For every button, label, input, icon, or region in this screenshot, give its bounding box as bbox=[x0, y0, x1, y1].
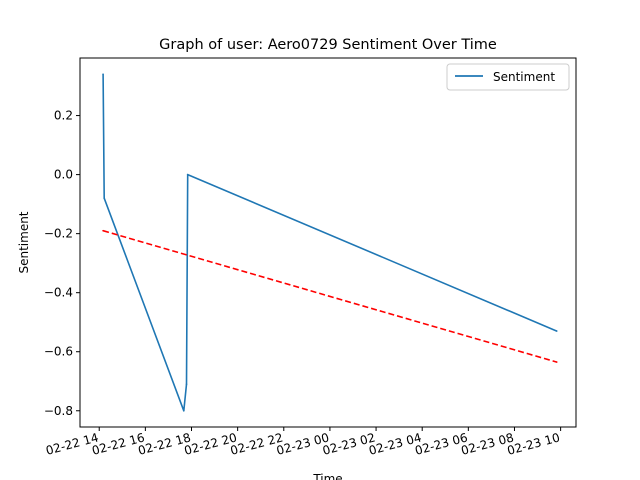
y-tick-label-3: −0.4 bbox=[44, 286, 73, 300]
legend-label-sentiment: Sentiment bbox=[493, 70, 555, 84]
y-tick-label-1: 0.0 bbox=[54, 168, 73, 182]
data-point-trend-0 bbox=[102, 229, 104, 232]
series-layer bbox=[102, 73, 558, 412]
y-axis-ticks: 0.2 0.0 −0.2 −0.4 −0.6 −0.8 bbox=[44, 109, 80, 418]
data-point-trend-1 bbox=[555, 361, 558, 363]
legend-box bbox=[446, 63, 570, 91]
legend: Sentiment bbox=[446, 63, 570, 91]
plot-frame bbox=[79, 57, 577, 428]
y-tick-label-0: 0.2 bbox=[54, 109, 73, 123]
series-line-trend bbox=[102, 229, 558, 363]
y-tick-label-4: −0.6 bbox=[44, 345, 73, 359]
y-axis-label: Sentiment bbox=[17, 211, 31, 273]
x-axis-label: Time bbox=[312, 472, 342, 480]
chart-title: Graph of user: Aero0729 Sentiment Over T… bbox=[159, 37, 497, 53]
data-point-sentiment-1 bbox=[103, 197, 106, 200]
data-point-sentiment-4 bbox=[186, 173, 189, 176]
data-point-sentiment-5 bbox=[555, 330, 558, 332]
data-point-sentiment-3 bbox=[185, 383, 188, 385]
y-tick-label-2: −0.2 bbox=[44, 227, 73, 241]
series-line-sentiment bbox=[102, 74, 558, 412]
y-tick-label-5: −0.8 bbox=[44, 404, 73, 418]
data-point-sentiment-2 bbox=[183, 409, 185, 412]
data-point-sentiment-0 bbox=[102, 73, 104, 76]
